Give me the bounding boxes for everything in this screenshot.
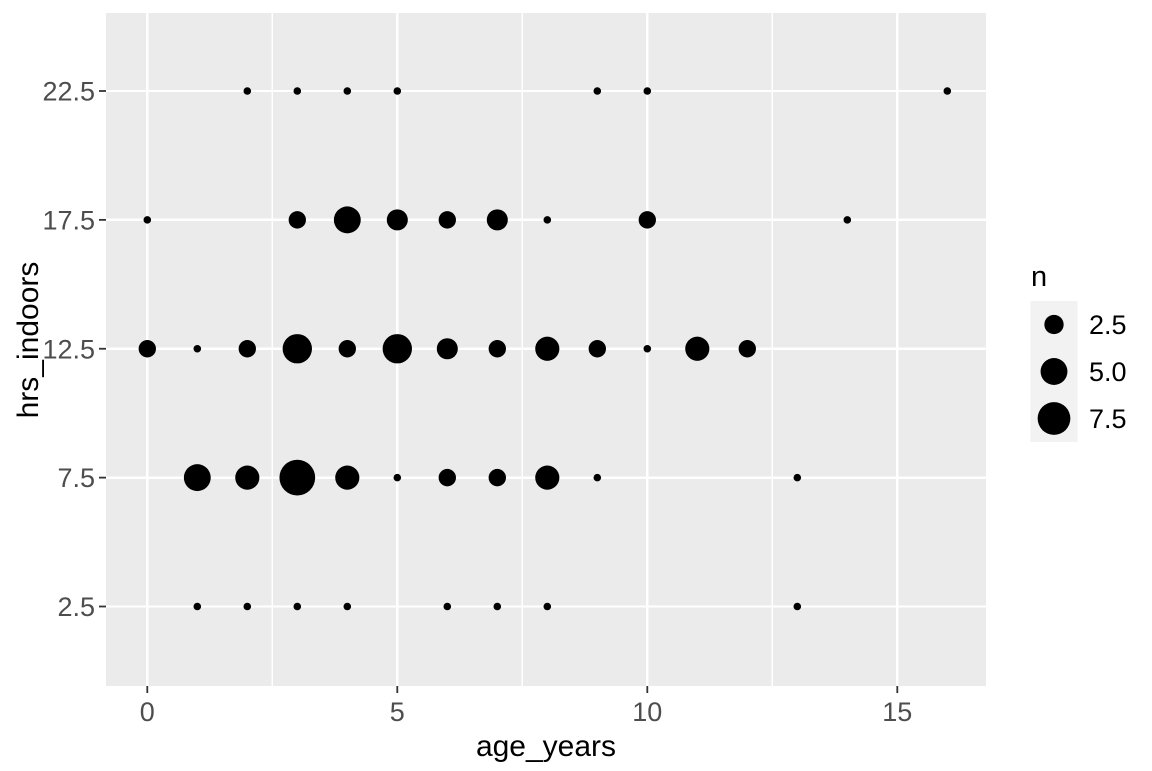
data-point xyxy=(638,211,656,229)
data-point xyxy=(393,87,402,95)
data-point xyxy=(438,468,456,487)
legend: n 2.5 5.0 7.5 xyxy=(1030,261,1127,442)
x-tick-label: 10 xyxy=(632,697,662,727)
data-point xyxy=(243,602,252,611)
data-point xyxy=(288,211,306,229)
data-point xyxy=(685,336,710,361)
data-point xyxy=(443,602,452,611)
data-point xyxy=(738,340,756,358)
data-point xyxy=(143,216,152,224)
data-point xyxy=(293,87,302,95)
data-point xyxy=(293,602,302,611)
legend-key-point xyxy=(1044,314,1064,335)
data-point xyxy=(438,211,456,229)
y-tick-label: 7.5 xyxy=(57,463,95,493)
data-point xyxy=(243,87,252,95)
data-point xyxy=(333,206,361,234)
data-point xyxy=(193,602,202,611)
data-point xyxy=(793,473,802,482)
data-point xyxy=(235,465,260,490)
data-point xyxy=(343,602,352,611)
data-point xyxy=(343,87,352,95)
data-point xyxy=(282,334,312,364)
legend-label: 2.5 xyxy=(1089,310,1127,340)
data-point xyxy=(138,340,156,358)
data-point xyxy=(338,340,356,358)
data-point xyxy=(943,87,952,95)
data-point xyxy=(543,602,552,611)
data-point xyxy=(488,468,506,487)
y-axis-title: hrs_indoors xyxy=(12,262,45,419)
y-tick-label: 2.5 xyxy=(57,592,95,622)
data-point xyxy=(588,340,606,358)
data-point xyxy=(436,338,458,360)
data-point xyxy=(493,602,502,611)
y-tick-label: 17.5 xyxy=(42,205,95,235)
data-point xyxy=(382,334,412,364)
legend-title: n xyxy=(1031,261,1047,293)
data-points xyxy=(138,87,952,611)
legend-key-point xyxy=(1037,402,1071,435)
legend-label: 5.0 xyxy=(1089,357,1127,387)
data-point xyxy=(593,473,602,482)
data-point xyxy=(183,464,211,492)
axis-ticks xyxy=(99,90,899,693)
data-point xyxy=(643,87,652,95)
y-tick-label: 22.5 xyxy=(42,77,95,107)
y-tick-label: 12.5 xyxy=(42,334,95,364)
data-point xyxy=(543,216,552,224)
data-point xyxy=(393,473,402,482)
data-point xyxy=(843,216,852,224)
data-point xyxy=(386,209,408,231)
legend-label: 7.5 xyxy=(1089,404,1127,434)
data-point xyxy=(335,465,360,490)
data-point xyxy=(593,87,602,95)
data-point xyxy=(535,336,560,361)
data-point xyxy=(793,602,802,611)
x-tick-label: 15 xyxy=(882,697,912,727)
data-point xyxy=(486,209,508,231)
x-axis-title: age_years xyxy=(476,730,616,763)
data-point xyxy=(643,344,652,353)
data-point xyxy=(193,344,202,353)
data-point xyxy=(535,465,560,490)
data-point xyxy=(238,340,256,358)
data-point xyxy=(488,340,506,358)
legend-key-point xyxy=(1040,358,1068,385)
data-point xyxy=(279,459,316,496)
x-tick-label: 0 xyxy=(140,697,155,727)
x-tick-label: 5 xyxy=(390,697,405,727)
